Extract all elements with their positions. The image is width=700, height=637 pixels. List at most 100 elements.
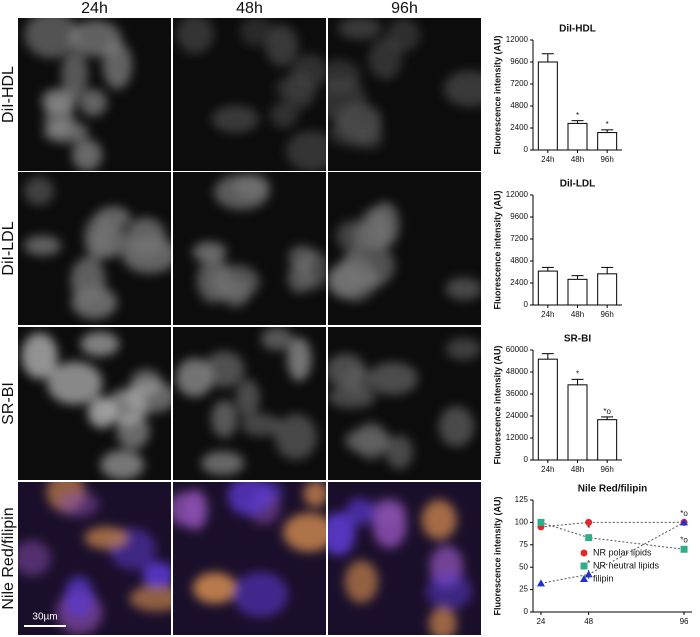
micrographs: 24h 48h 96h DiI-HDL DiI-LDL SR-BI Nile Red/fil… [0, 0, 481, 635]
chart-title: DiI-LDL [560, 179, 596, 190]
marker [585, 534, 593, 542]
error-bar [571, 378, 584, 385]
cells [176, 18, 326, 171]
x-tick-label: 96h [600, 465, 613, 474]
y-tick-label: 125 [515, 495, 529, 504]
cell [345, 497, 375, 526]
micrograph [173, 172, 326, 325]
cells [18, 482, 171, 635]
y-tick-label: 0 [524, 455, 529, 464]
cell [233, 174, 270, 200]
x-tick-label: 48h [571, 310, 584, 319]
micrograph [173, 482, 326, 635]
error-bar [601, 129, 614, 133]
marker [680, 518, 689, 526]
y-tick-label: 2400 [510, 123, 528, 132]
cell [344, 560, 379, 603]
cell [445, 277, 481, 300]
cell [61, 51, 89, 98]
cell [286, 130, 326, 171]
cell [18, 540, 51, 576]
y-tick-label: 7200 [510, 79, 528, 88]
y-tick-label: 4800 [510, 256, 528, 265]
x-tick-label: 48h [571, 155, 584, 164]
cell [58, 490, 99, 518]
micrograph [18, 327, 171, 480]
cell [426, 573, 473, 610]
x-tick-label: 24h [541, 465, 554, 474]
significance: * [587, 524, 590, 533]
series-line [540, 521, 685, 528]
bar [567, 278, 588, 306]
cell [370, 498, 407, 526]
cell [211, 105, 260, 133]
cell [443, 70, 481, 107]
marker [585, 518, 593, 526]
significance: *o [680, 509, 688, 518]
cell [100, 450, 145, 480]
micrograph [173, 327, 326, 480]
legend-label: filipin [593, 573, 614, 583]
cells [23, 176, 171, 319]
micrograph [328, 482, 481, 635]
y-tick-label: 48000 [506, 367, 529, 376]
cell [84, 215, 113, 261]
cell [84, 526, 129, 550]
cell [265, 24, 299, 67]
cell [385, 435, 413, 470]
y-tick-label: 25 [519, 585, 528, 594]
cell [334, 254, 378, 302]
cell [41, 88, 77, 113]
cell [64, 576, 94, 619]
legend-label: NR polar lipids [593, 547, 652, 557]
x-tick-label: 96h [600, 155, 613, 164]
cell [47, 361, 103, 405]
cell [203, 351, 245, 388]
cell [367, 362, 418, 395]
y-tick-label: 0 [524, 145, 529, 154]
cells [175, 327, 317, 476]
chart: SR-BI Fluorescence intensity (AU) 0 12000 24… [492, 334, 622, 474]
cell [328, 77, 367, 122]
significance: *o [603, 407, 611, 416]
micrograph [328, 172, 481, 325]
row-label: DiI-LDL [0, 221, 17, 275]
cell [201, 451, 245, 476]
y-tick-label: 60000 [506, 345, 529, 354]
cell [173, 492, 203, 527]
marker [580, 562, 588, 570]
y-tick-label: 0 [524, 300, 529, 309]
y-tick-label: 50 [519, 562, 528, 571]
chart-title: DiI-HDL [559, 24, 596, 35]
cells [328, 497, 473, 635]
cell [274, 414, 317, 460]
y-tick-label: 24000 [506, 411, 529, 420]
x-tick-label: 48 [584, 617, 593, 626]
cell [24, 176, 55, 206]
marker [584, 570, 593, 578]
cell [220, 277, 251, 308]
micrograph [173, 18, 326, 171]
cell [129, 585, 171, 612]
cells [173, 482, 326, 618]
chart-title: Nile Red/filipin [578, 484, 647, 495]
bar [597, 132, 618, 151]
cell [261, 327, 293, 351]
column-header: 24h [81, 0, 108, 17]
bar [537, 358, 558, 461]
micrograph [18, 482, 171, 635]
cell [80, 331, 120, 357]
error-bar [571, 120, 584, 124]
cell [337, 18, 382, 40]
marker [680, 545, 688, 553]
chart: Nile Red/filipin Fluorescence intensity (… [492, 484, 692, 626]
cell [72, 139, 103, 171]
cell [283, 513, 326, 552]
cell [23, 235, 62, 256]
significance: * [606, 120, 609, 129]
cell [24, 18, 79, 59]
cell [239, 18, 274, 47]
bar [567, 122, 588, 151]
bar [567, 384, 588, 461]
micrograph [328, 327, 481, 480]
